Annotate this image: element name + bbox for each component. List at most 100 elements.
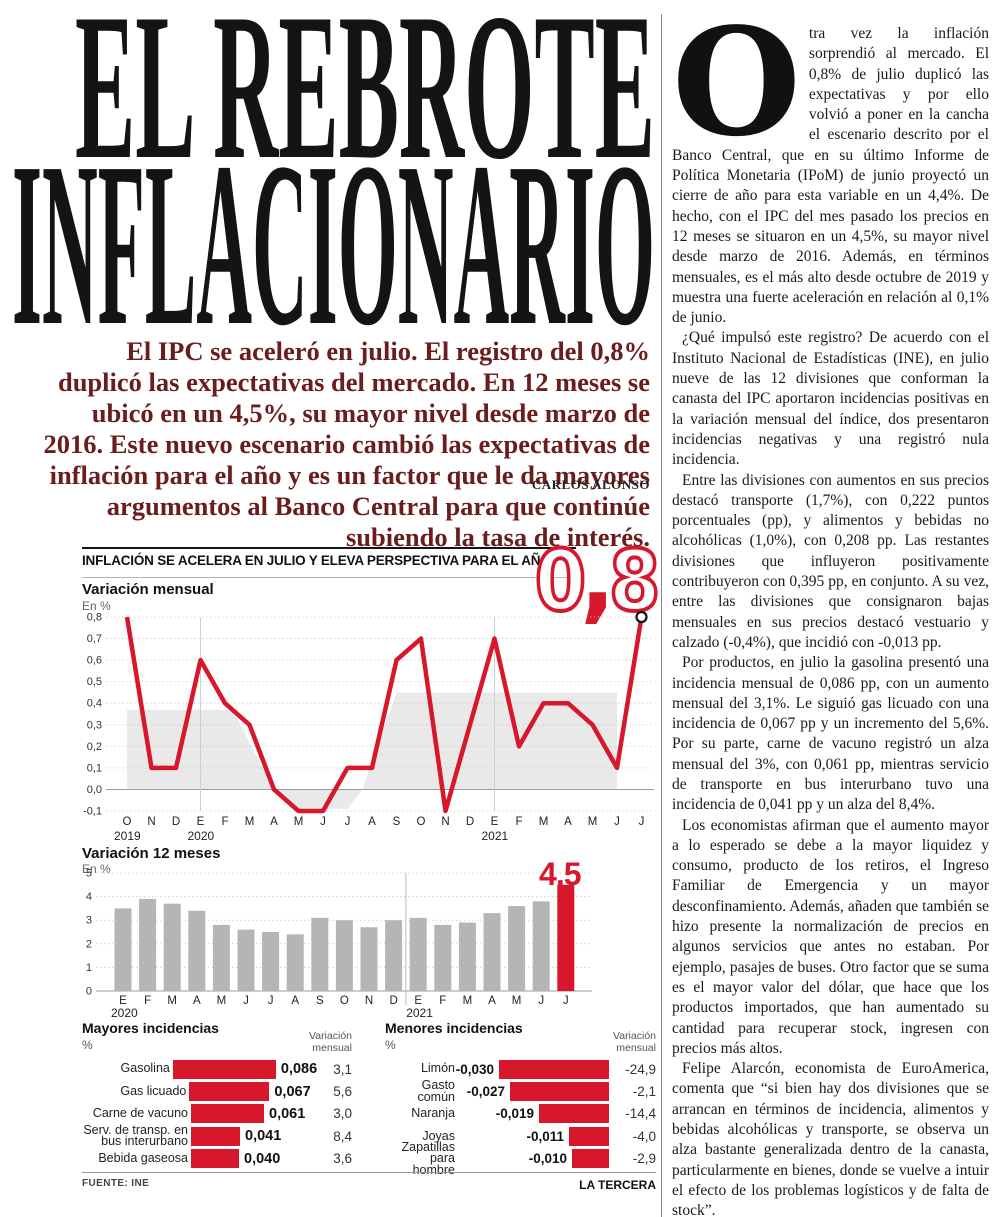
row-monthly-variation: 3,1	[333, 1061, 352, 1077]
month-label: M	[588, 816, 598, 828]
monthly-line-chart: 0,8 0,7 0,6 0,5 0,4 0,3 0,2 0,1 0,0 -0,1 O N D E F M A M J…	[83, 610, 654, 843]
infographic-title: INFLACIÓN SE ACELERA EN JULIO Y ELEVA PE…	[82, 553, 551, 568]
row-value: 0,067	[274, 1083, 311, 1100]
mayores-unit: %	[82, 1038, 93, 1052]
row-value: 0,041	[245, 1128, 282, 1145]
row-monthly-variation: -4,0	[632, 1128, 656, 1144]
row-value: 0,061	[269, 1105, 306, 1122]
row-label: Bebida gaseosa	[98, 1151, 188, 1165]
row-label: Serv. de transp. en bus interurbano	[83, 1122, 188, 1149]
row-monthly-variation: 5,6	[333, 1084, 352, 1100]
month-label: D	[389, 995, 397, 1007]
source-label: FUENTE: INE	[82, 1178, 150, 1189]
footer-rule	[82, 1172, 656, 1173]
month-label: D	[172, 816, 180, 828]
row-label: Limón	[420, 1061, 455, 1076]
row-bar	[572, 1149, 609, 1169]
year-label: 2019	[114, 829, 141, 843]
bar	[286, 934, 304, 991]
row-bar	[499, 1059, 609, 1079]
table-row: Bebida gaseosa 0,040 3,6	[82, 1148, 352, 1170]
row-bar	[189, 1082, 270, 1102]
credit-label: LA TERCERA	[579, 1178, 656, 1192]
menores-unit: %	[385, 1038, 396, 1052]
y-tick-label: 0,6	[87, 655, 102, 667]
month-label: M	[539, 816, 549, 828]
row-label: Zapatillas para hombre	[401, 1139, 456, 1177]
y-tick-label: 3	[86, 915, 92, 927]
row-bar-box: -0,019	[457, 1104, 609, 1124]
article-paragraph: ¿Qué impulsó este registro? De acuerdo c…	[672, 329, 989, 469]
infographic-title-rule	[82, 577, 576, 578]
yearly-highlight-value: 4,5	[539, 856, 581, 892]
month-label: A	[488, 995, 496, 1007]
row-label: Gasto común	[417, 1078, 455, 1104]
row-label: Joyas	[422, 1128, 455, 1143]
y-tick-label: 0,8	[87, 612, 102, 624]
row-bar	[569, 1126, 609, 1146]
row-label: Gasolina	[120, 1061, 170, 1076]
y-tick-label: 0,4	[87, 698, 102, 710]
month-label: J	[614, 816, 620, 828]
row-monthly-variation: -14,4	[625, 1106, 656, 1122]
table-row: Zapatillas para hombre -0,010 -2,9	[385, 1140, 657, 1175]
month-label: A	[193, 995, 201, 1007]
y-tick-label: 0,2	[87, 741, 102, 753]
month-label: M	[294, 816, 304, 828]
row-value: 0,040	[244, 1150, 281, 1167]
month-label: J	[320, 816, 326, 828]
infographic-top-rule	[82, 547, 576, 549]
big-number-char: 8	[607, 532, 662, 630]
yearly-bar-chart: 0 1 2 3 4 5 E F M A M J J A S O N D E F M A M J J 2020 2021 4,5	[86, 856, 592, 1020]
end-marker	[635, 610, 648, 624]
y-tick-label: 2	[86, 938, 92, 950]
article-paragraph: Los economistas afirman que el aumento m…	[672, 816, 989, 1057]
row-bar	[539, 1104, 609, 1124]
month-label: E	[414, 995, 422, 1007]
row-label: Naranja	[411, 1106, 455, 1121]
yearly-chart-unit: En %	[82, 862, 111, 876]
month-label: M	[245, 816, 255, 828]
row-value: -0,010	[528, 1151, 567, 1167]
lede: El IPC se aceleró en julio. El registro …	[43, 336, 651, 552]
row-bar-box: -0,027	[457, 1082, 609, 1102]
row-monthly-variation: 3,0	[333, 1106, 352, 1122]
bar	[311, 917, 329, 991]
row-bar-box: -0,011	[457, 1126, 609, 1146]
row-bar-box: -0,030	[455, 1059, 609, 1079]
row-monthly-variation: -2,9	[632, 1151, 656, 1167]
row-bar-box: -0,010	[457, 1149, 609, 1169]
bar	[114, 908, 132, 991]
month-label: A	[270, 816, 278, 828]
month-label: J	[345, 816, 351, 828]
headline-line2: INFLACIONARIO	[12, 114, 655, 328]
big-number-char: 0	[533, 532, 588, 630]
column-divider	[661, 14, 662, 1217]
row-value: -0,030	[455, 1061, 494, 1077]
y-tick-label: 0,5	[87, 676, 102, 688]
year-label: 2021	[406, 1006, 433, 1020]
year-label: 2020	[111, 1006, 138, 1020]
y-tick-label: 0,7	[87, 633, 102, 645]
table-row: Naranja -0,019 -14,4	[385, 1103, 656, 1125]
month-label: N	[365, 995, 373, 1007]
table-row: Limón -0,030 -24,9	[385, 1058, 656, 1080]
month-label: A	[291, 995, 299, 1007]
table-row: Serv. de transp. en bus interurbano 0,041…	[82, 1122, 352, 1149]
row-monthly-variation: -24,9	[625, 1061, 656, 1077]
month-label: M	[167, 995, 177, 1007]
row-monthly-variation: 3,6	[333, 1151, 352, 1167]
y-tick-label: 5	[86, 868, 92, 880]
mayores-monthly-col-header: Variación mensual	[309, 1030, 352, 1055]
table-row: Gasolina 0,086 3,1	[82, 1058, 352, 1080]
month-label: N	[147, 816, 155, 828]
table-row: Carne de vacuno 0,061 3,0	[82, 1103, 352, 1125]
row-bar	[191, 1104, 264, 1124]
y-tick-label: 4	[86, 891, 92, 903]
month-label: F	[221, 816, 228, 828]
bar	[237, 929, 255, 991]
mayores-incidencias-table: Mayores incidencias % Variación mensual …	[82, 1020, 352, 1170]
